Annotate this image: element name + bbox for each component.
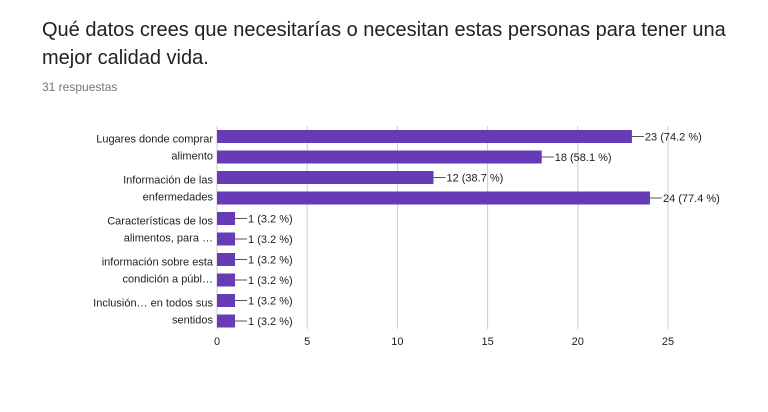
value-label-5: 1 (3.2 %) [248,234,293,246]
x-tick-label-5: 5 [304,336,310,348]
category-label-0-0: Lugares donde comprar [96,133,213,145]
value-label-1: 18 (58.1 %) [555,152,612,164]
x-tick-label-25: 25 [662,336,674,348]
x-tick-label-0: 0 [214,336,220,348]
value-label-3: 24 (77.4 %) [663,193,720,205]
bar-0 [217,130,632,143]
value-label-6: 1 (3.2 %) [248,255,293,267]
value-label-7: 1 (3.2 %) [248,275,293,287]
value-label-8: 1 (3.2 %) [248,296,293,308]
category-label-0-1: alimento [171,150,213,162]
bar-8 [217,294,236,307]
category-label-6-0: información sobre esta [102,256,214,268]
question-title: Qué datos crees que necesitarías o neces… [42,19,726,69]
bar-4 [217,212,236,225]
x-tick-label-15: 15 [481,336,493,348]
category-label-2-0: Información de las [123,174,213,186]
category-label-4-1: alimentos, para … [124,232,213,244]
bar-7 [217,273,236,287]
value-label-4: 1 (3.2 %) [248,214,293,226]
category-label-6-1: condición a públ… [122,273,213,285]
bar-6 [217,253,236,266]
category-label-8-1: sentidos [172,314,213,326]
category-label-2-1: enfermedades [143,191,214,203]
category-label-4-0: Características de los [107,215,213,227]
bar-2 [217,171,434,184]
value-label-2: 12 (38.7 %) [446,173,503,185]
response-count: 31 respuestas [42,80,118,94]
category-label-8-0: Inclusión… en todos sus [93,297,213,309]
value-label-9: 1 (3.2 %) [248,316,293,328]
bar-1 [217,150,542,164]
bar-3 [217,191,650,205]
value-label-0: 23 (74.2 %) [645,132,702,144]
bar-5 [217,232,236,246]
bar-9 [217,314,236,328]
x-tick-label-10: 10 [391,336,403,348]
x-tick-label-20: 20 [572,336,584,348]
